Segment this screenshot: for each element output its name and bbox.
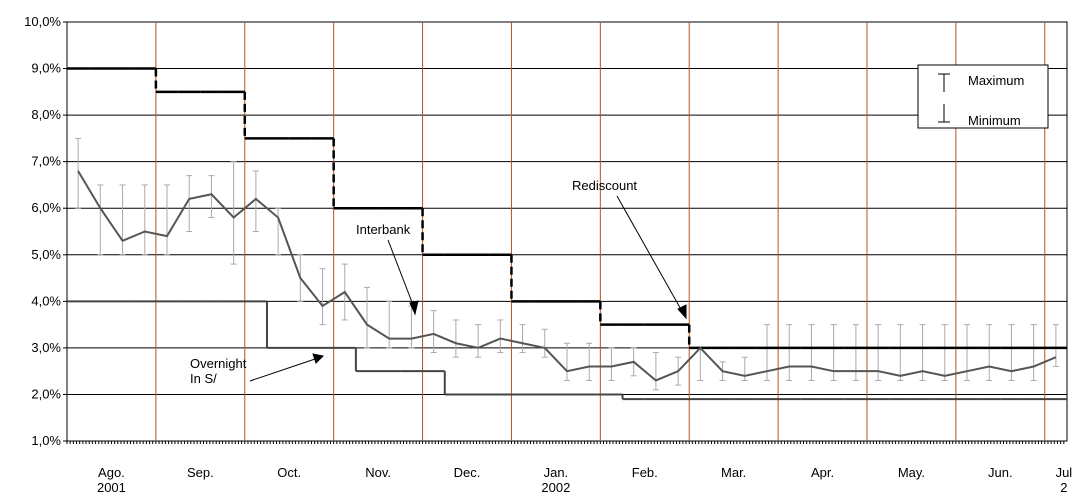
x-tick-label: Jun.	[988, 465, 1013, 480]
x-tick-label: Sep.	[186, 465, 214, 480]
arrow	[616, 195, 684, 314]
arrowhead	[677, 304, 687, 320]
legend-label: Maximum	[968, 73, 1024, 88]
arrowhead	[312, 353, 325, 364]
annotation-arrows	[249, 195, 687, 382]
y-tick-label: 9,0%	[31, 61, 61, 76]
legend: Maximum Minimum	[917, 64, 1049, 129]
x-tick-label: Feb.	[631, 465, 658, 480]
y-tick-label: 3,0%	[31, 340, 61, 355]
x-tick-label: Oct.	[277, 465, 302, 480]
annotation: Interbank	[356, 222, 411, 237]
annotation: Overnight In S/	[190, 356, 247, 386]
legend-label: Minimum	[968, 113, 1021, 128]
arrow	[387, 239, 416, 311]
y-tick-label: 2,0%	[31, 386, 61, 401]
x-tick-label: Dec.	[453, 465, 481, 480]
y-tick-label: 10,0%	[24, 14, 61, 29]
x-tick-label: Apr.	[810, 465, 835, 480]
x-tick-label: Jan. 2002	[541, 465, 571, 495]
x-tick-label: May.	[897, 465, 926, 480]
y-tick-label: 7,0%	[31, 154, 61, 169]
arrowhead	[409, 300, 419, 316]
y-tick-label: 1,0%	[31, 433, 61, 448]
x-tick-label: Mar.	[721, 465, 747, 480]
legend-box	[917, 64, 1049, 129]
y-tick-label: 8,0%	[31, 107, 61, 122]
x-tick-label: Ago. 2001	[96, 465, 126, 495]
y-tick-label: 4,0%	[31, 293, 61, 308]
annotation: Rediscount	[572, 178, 638, 193]
y-tick-label: 6,0%	[31, 200, 61, 215]
x-tick-label: Nov.	[365, 465, 391, 480]
interbank-line	[77, 170, 1057, 382]
x-tick-label: Jul 2	[1055, 465, 1073, 495]
y-tick-label: 5,0%	[31, 247, 61, 262]
arrow	[249, 357, 319, 382]
